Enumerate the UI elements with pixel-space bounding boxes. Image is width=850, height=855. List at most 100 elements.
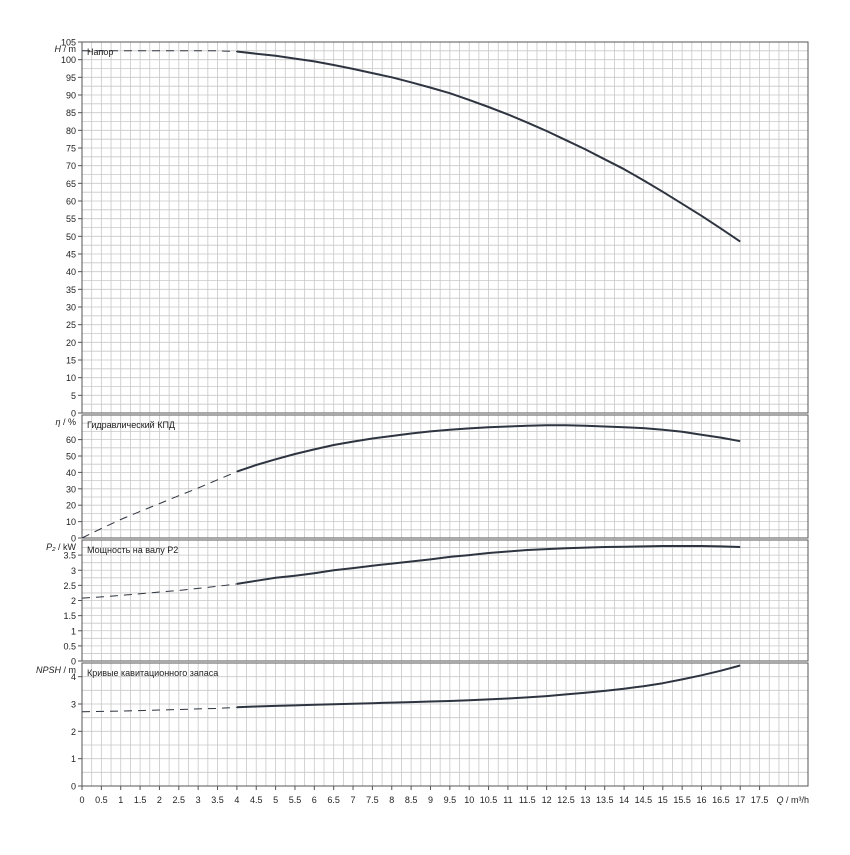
x-tick-label: 6.5 [327, 795, 340, 805]
curve-solid-segment [236, 545, 741, 585]
x-tick-label: 2.5 [173, 795, 186, 805]
y-tick-label: 20 [66, 338, 76, 348]
y-tick-label: 80 [66, 126, 76, 136]
x-tick-label: 5 [273, 795, 278, 805]
x-tick-label: 16.5 [712, 795, 730, 805]
y-tick-label: 1 [71, 626, 76, 636]
panel-title: Гидравлический КПД [87, 420, 175, 430]
x-tick-label: 0 [79, 795, 84, 805]
y-tick-label: 4 [71, 672, 76, 682]
y-tick-label: 2 [71, 596, 76, 606]
panel-frame [81, 662, 809, 787]
y-tick-label: 25 [66, 320, 76, 330]
x-tick-label: 12 [542, 795, 552, 805]
x-tick-label: 11.5 [519, 795, 536, 805]
y-tick-label: 0 [71, 782, 76, 792]
x-tick-label: 3 [196, 795, 201, 805]
x-tick-label: 17 [735, 795, 745, 805]
panel-title: Кривые кавитационного запаса [87, 668, 218, 678]
panel-title: Мощность на валу P2 [87, 545, 178, 555]
x-tick-label: 16 [697, 795, 707, 805]
y-tick-label: 1.5 [63, 611, 76, 621]
curve-dashed-segment [82, 50, 237, 52]
x-tick-label: 7.5 [366, 795, 379, 805]
x-tick-label: 7 [351, 795, 356, 805]
y-tick-label: 20 [66, 501, 76, 511]
x-tick-label: 13 [580, 795, 590, 805]
y-tick-label: 100 [61, 55, 76, 65]
x-tick-label: 14.5 [635, 795, 653, 805]
y-tick-label: 40 [66, 267, 76, 277]
y-tick-label: 70 [66, 161, 76, 171]
y-tick-label: 75 [66, 144, 76, 154]
x-tick-label: 5.5 [289, 795, 302, 805]
y-tick-label: 85 [66, 108, 76, 118]
y-tick-label: 15 [66, 356, 76, 366]
y-tick-label: 50 [66, 232, 76, 242]
curve-dashed-segment [81, 706, 237, 713]
x-tick-label: 8.5 [405, 795, 418, 805]
x-tick-label: 8 [389, 795, 394, 805]
x-tick-label: 2 [157, 795, 162, 805]
x-tick-label: 13.5 [596, 795, 614, 805]
y-tick-label: 60 [66, 435, 76, 445]
y-axis-label: η / % [55, 417, 76, 427]
x-tick-label: 12.5 [557, 795, 575, 805]
y-tick-label: 105 [61, 38, 76, 48]
panel-frame [81, 414, 809, 539]
y-tick-label: 95 [66, 73, 76, 83]
y-tick-label: 10 [66, 373, 76, 383]
y-tick-label: 0 [71, 409, 76, 419]
x-tick-label: 9 [428, 795, 433, 805]
y-tick-label: 35 [66, 285, 76, 295]
y-tick-label: 0 [71, 534, 76, 544]
y-tick-label: 30 [66, 484, 76, 494]
y-tick-label: 3 [71, 700, 76, 710]
x-tick-label: 1 [118, 795, 123, 805]
curve-solid-segment [236, 50, 741, 243]
y-tick-label: 45 [66, 250, 76, 260]
x-tick-label: 17.5 [751, 795, 769, 805]
x-tick-label: 15 [658, 795, 668, 805]
y-tick-label: 1 [71, 754, 76, 764]
panel-frame [81, 41, 809, 414]
x-tick-label: 10.5 [480, 795, 498, 805]
y-tick-label: 65 [66, 179, 76, 189]
curve-dashed-segment [81, 583, 237, 599]
y-axis-label: P₂ / kW [46, 542, 76, 552]
y-tick-label: 55 [66, 214, 76, 224]
y-tick-label: 5 [71, 391, 76, 401]
y-tick-label: 60 [66, 197, 76, 207]
y-axis-label: H / m [55, 44, 77, 54]
curve-solid-segment [236, 664, 741, 709]
y-tick-label: 50 [66, 452, 76, 462]
curve-solid-segment [236, 424, 741, 473]
x-axis-label: Q / m³/h [776, 795, 809, 805]
y-tick-label: 2 [71, 727, 76, 737]
y-tick-label: 0 [71, 657, 76, 667]
x-tick-label: 0.5 [95, 795, 108, 805]
panel-title: Напор [87, 47, 113, 57]
x-tick-label: 4 [234, 795, 239, 805]
y-tick-label: 3 [71, 566, 76, 576]
x-tick-label: 4.5 [250, 795, 263, 805]
x-tick-label: 1.5 [134, 795, 147, 805]
y-tick-label: 90 [66, 91, 76, 101]
y-tick-label: 3.5 [63, 551, 76, 561]
x-tick-label: 10 [464, 795, 474, 805]
curve-dashed-segment [81, 471, 238, 539]
y-tick-label: 10 [66, 517, 76, 527]
x-tick-label: 14 [619, 795, 629, 805]
x-tick-label: 15.5 [673, 795, 691, 805]
x-tick-label: 6 [312, 795, 317, 805]
y-tick-label: 40 [66, 468, 76, 478]
x-tick-label: 9.5 [444, 795, 457, 805]
x-tick-label: 11 [503, 795, 512, 805]
y-tick-label: 30 [66, 303, 76, 313]
y-axis-label: NPSH / m [36, 665, 76, 675]
x-tick-label: 3.5 [211, 795, 224, 805]
y-tick-label: 2.5 [63, 581, 76, 591]
y-tick-label: 0.5 [63, 641, 76, 651]
